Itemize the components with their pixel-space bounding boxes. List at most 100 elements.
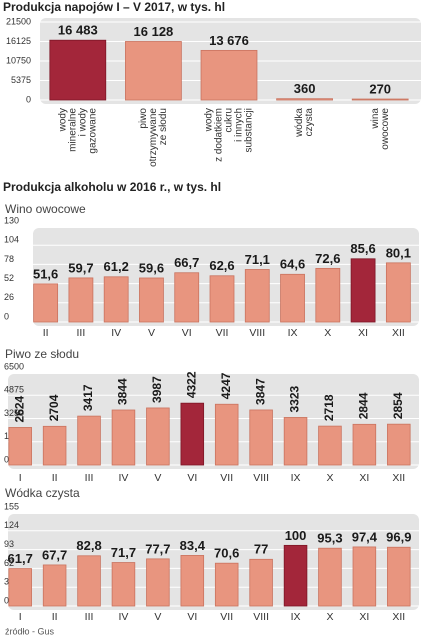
- bar: [77, 555, 101, 607]
- y-tick-label: 16125: [6, 36, 31, 46]
- x-tick-label: piwo: [138, 108, 149, 129]
- bar: [387, 423, 411, 466]
- y-tick-label: 5375: [11, 75, 31, 85]
- x-tick-label: cukru: [224, 108, 235, 132]
- value-label: 85,6: [350, 241, 375, 256]
- value-label: 51,6: [33, 266, 58, 281]
- value-label: 80,1: [386, 245, 411, 260]
- y-tick-label: 3250: [4, 408, 24, 418]
- value-label: 77,7: [145, 541, 170, 556]
- x-tick-label: i wody: [77, 108, 88, 136]
- y-tick-label: 0: [26, 94, 31, 104]
- value-label: 62,6: [209, 258, 234, 273]
- y-tick-label: 10750: [6, 55, 31, 65]
- x-tick-label: wody: [204, 108, 215, 132]
- value-label: 70,6: [214, 546, 239, 561]
- y-tick-label: 52: [4, 273, 14, 283]
- value-label: 77: [254, 542, 268, 557]
- x-tick-label: V: [154, 472, 161, 484]
- section-heading: Produkcja alkoholu w 2016 r., w tys. hl: [3, 180, 221, 194]
- x-tick-label: VI: [187, 472, 197, 484]
- x-tick-label: X: [324, 327, 331, 339]
- value-label: 2718: [322, 394, 336, 421]
- bar: [146, 558, 170, 607]
- x-tick-label: substancji: [244, 108, 255, 152]
- value-label: 100: [285, 528, 307, 543]
- value-label: 71,1: [245, 252, 270, 267]
- x-tick-label: z dodatkiem: [214, 108, 225, 162]
- x-tick-label: VII: [220, 611, 233, 623]
- value-label: 3323: [288, 385, 302, 412]
- bar: [77, 415, 101, 466]
- bar: [103, 276, 129, 323]
- y-tick-label: 4875: [4, 385, 24, 395]
- chart-title: Wódka czysta: [5, 486, 80, 500]
- x-tick-label: IX: [291, 611, 301, 623]
- bar: [8, 568, 32, 607]
- bar: [33, 283, 59, 323]
- value-label: 4322: [184, 371, 198, 398]
- x-tick-label: X: [326, 611, 333, 623]
- y-tick-label: 78: [4, 254, 14, 264]
- chart-title: Piwo ze słodu: [5, 347, 79, 361]
- value-label: 61,2: [104, 259, 129, 274]
- bar: [111, 409, 136, 466]
- value-label: 82,8: [76, 538, 101, 553]
- x-tick-label: I: [19, 472, 22, 484]
- bar: [249, 558, 273, 607]
- x-tick-label: gazowane: [87, 108, 98, 154]
- x-tick-label: I: [19, 611, 22, 623]
- value-label: 16 128: [134, 24, 174, 39]
- bar: [280, 273, 305, 323]
- x-tick-label: XII: [392, 327, 405, 339]
- bar: [125, 41, 182, 101]
- bar: [244, 269, 270, 323]
- value-label: 16 483: [58, 23, 98, 38]
- chart-title: Produkcja napojów I – V 2017, w tys. hl: [3, 0, 225, 14]
- bar: [283, 417, 308, 466]
- x-tick-label: XI: [359, 472, 369, 484]
- plot-background: [8, 374, 419, 469]
- bar: [387, 546, 411, 607]
- y-tick-label: 93: [4, 539, 14, 549]
- value-label: 59,7: [68, 260, 93, 275]
- x-tick-label: II: [43, 327, 49, 339]
- bar: [352, 546, 377, 607]
- bar: [200, 49, 258, 101]
- x-tick-label: wina: [370, 108, 381, 130]
- value-label: 2704: [47, 394, 61, 421]
- x-tick-label: VIII: [249, 327, 265, 339]
- bar: [42, 425, 67, 466]
- x-tick-label: wody: [57, 108, 68, 132]
- bar: [385, 262, 411, 323]
- bar: [318, 547, 342, 607]
- value-label: 95,3: [317, 531, 342, 546]
- value-label: 3847: [253, 378, 267, 405]
- value-label: 3417: [81, 384, 95, 411]
- x-tick-label: XI: [359, 611, 369, 623]
- bar: [283, 544, 308, 607]
- x-tick-label: owocowe: [380, 108, 391, 150]
- value-label: 83,4: [180, 538, 206, 553]
- x-tick-label: III: [77, 327, 86, 339]
- value-label: 67,7: [42, 547, 67, 562]
- x-tick-label: III: [85, 472, 94, 484]
- y-tick-label: 155: [4, 501, 19, 511]
- value-label: 97,4: [352, 529, 378, 544]
- bar: [180, 402, 205, 466]
- bar: [350, 258, 376, 323]
- x-tick-label: XII: [392, 611, 405, 623]
- bar: [276, 98, 333, 101]
- x-tick-label: wódka: [294, 108, 305, 138]
- x-tick-label: II: [52, 611, 58, 623]
- bar: [139, 277, 164, 323]
- x-tick-label: VII: [216, 327, 229, 339]
- bar: [209, 275, 235, 323]
- value-label: 3844: [116, 378, 130, 405]
- x-tick-label: VII: [220, 472, 233, 484]
- x-tick-label: otrzymywane: [148, 108, 159, 167]
- x-tick-label: IX: [288, 327, 298, 339]
- x-tick-label: IX: [291, 472, 301, 484]
- bar: [146, 407, 170, 466]
